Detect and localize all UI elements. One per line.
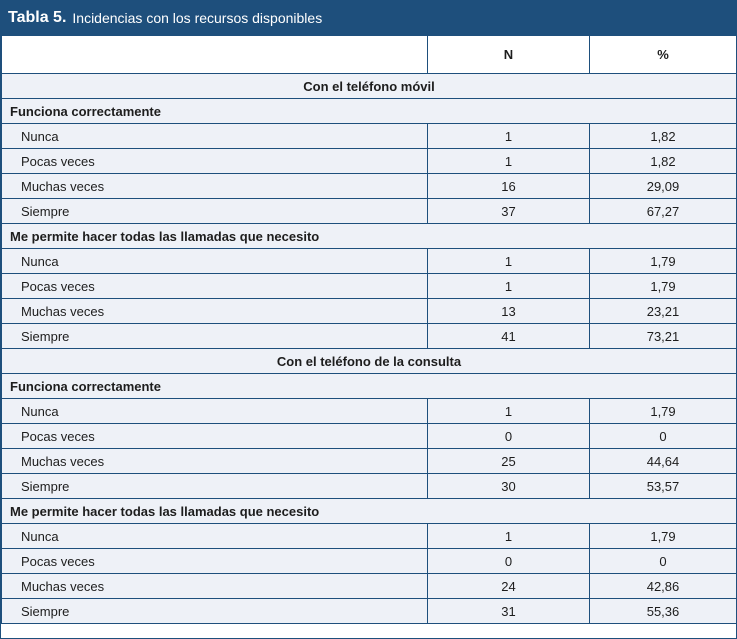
response-label: Nunca bbox=[1, 123, 428, 149]
percent-cell: 73,21 bbox=[589, 323, 737, 349]
response-label: Nunca bbox=[1, 248, 428, 274]
question-row: Me permite hacer todas las llamadas que … bbox=[1, 223, 737, 249]
percent-cell: 23,21 bbox=[589, 298, 737, 324]
response-label: Siempre bbox=[1, 323, 428, 349]
count-cell: 1 bbox=[427, 148, 590, 174]
table-row: Nunca 1 1,79 bbox=[1, 398, 737, 424]
count-cell: 1 bbox=[427, 523, 590, 549]
question-label: Funciona correctamente bbox=[1, 373, 737, 399]
percent-cell: 1,82 bbox=[589, 123, 737, 149]
column-header-n: N bbox=[427, 35, 590, 74]
count-cell: 1 bbox=[427, 398, 590, 424]
percent-cell: 42,86 bbox=[589, 573, 737, 599]
table-caption: Incidencias con los recursos disponibles bbox=[72, 10, 323, 26]
table-row: Pocas veces 1 1,82 bbox=[1, 148, 737, 174]
count-cell: 16 bbox=[427, 173, 590, 199]
percent-cell: 44,64 bbox=[589, 448, 737, 474]
section-row: Con el teléfono de la consulta bbox=[1, 348, 737, 374]
count-cell: 0 bbox=[427, 548, 590, 574]
table-row: Siempre 41 73,21 bbox=[1, 323, 737, 349]
count-cell: 1 bbox=[427, 273, 590, 299]
section-row: Con el teléfono móvil bbox=[1, 73, 737, 99]
count-cell: 1 bbox=[427, 248, 590, 274]
section-heading: Con el teléfono de la consulta bbox=[1, 348, 737, 374]
table-row: Muchas veces 24 42,86 bbox=[1, 573, 737, 599]
table-row: Nunca 1 1,79 bbox=[1, 523, 737, 549]
percent-cell: 1,79 bbox=[589, 523, 737, 549]
count-cell: 1 bbox=[427, 123, 590, 149]
count-cell: 0 bbox=[427, 423, 590, 449]
table-row: Nunca 1 1,79 bbox=[1, 248, 737, 274]
results-table: N % Con el teléfono móvil Funciona correc… bbox=[1, 35, 737, 624]
response-label: Pocas veces bbox=[1, 148, 428, 174]
table-row: Pocas veces 0 0 bbox=[1, 423, 737, 449]
count-cell: 13 bbox=[427, 298, 590, 324]
response-label: Siempre bbox=[1, 473, 428, 499]
percent-cell: 0 bbox=[589, 423, 737, 449]
percent-cell: 1,79 bbox=[589, 248, 737, 274]
table-number: Tabla 5. bbox=[8, 9, 67, 26]
table-row: Pocas veces 1 1,79 bbox=[1, 273, 737, 299]
count-cell: 30 bbox=[427, 473, 590, 499]
percent-cell: 1,79 bbox=[589, 273, 737, 299]
table-row: Nunca 1 1,82 bbox=[1, 123, 737, 149]
column-header-pct: % bbox=[589, 35, 737, 74]
table-row: Siempre 37 67,27 bbox=[1, 198, 737, 224]
table-row: Siempre 30 53,57 bbox=[1, 473, 737, 499]
percent-cell: 67,27 bbox=[589, 198, 737, 224]
question-label: Funciona correctamente bbox=[1, 98, 737, 124]
table-row: Pocas veces 0 0 bbox=[1, 548, 737, 574]
table-row: Muchas veces 25 44,64 bbox=[1, 448, 737, 474]
count-cell: 31 bbox=[427, 598, 590, 624]
response-label: Pocas veces bbox=[1, 423, 428, 449]
table-row: Muchas veces 13 23,21 bbox=[1, 298, 737, 324]
header-row: N % bbox=[1, 35, 737, 74]
question-row: Funciona correctamente bbox=[1, 98, 737, 124]
response-label: Siempre bbox=[1, 198, 428, 224]
count-cell: 24 bbox=[427, 573, 590, 599]
response-label: Pocas veces bbox=[1, 273, 428, 299]
response-label: Nunca bbox=[1, 523, 428, 549]
percent-cell: 53,57 bbox=[589, 473, 737, 499]
question-row: Funciona correctamente bbox=[1, 373, 737, 399]
percent-cell: 55,36 bbox=[589, 598, 737, 624]
table-row: Muchas veces 16 29,09 bbox=[1, 173, 737, 199]
count-cell: 41 bbox=[427, 323, 590, 349]
section-heading: Con el teléfono móvil bbox=[1, 73, 737, 99]
response-label: Muchas veces bbox=[1, 573, 428, 599]
count-cell: 25 bbox=[427, 448, 590, 474]
percent-cell: 0 bbox=[589, 548, 737, 574]
header-empty-cell bbox=[1, 35, 428, 74]
response-label: Muchas veces bbox=[1, 448, 428, 474]
response-label: Muchas veces bbox=[1, 298, 428, 324]
response-label: Nunca bbox=[1, 398, 428, 424]
question-row: Me permite hacer todas las llamadas que … bbox=[1, 498, 737, 524]
percent-cell: 1,82 bbox=[589, 148, 737, 174]
table-row: Siempre 31 55,36 bbox=[1, 598, 737, 624]
table-title-bar: Tabla 5. Incidencias con los recursos di… bbox=[1, 1, 736, 35]
count-cell: 37 bbox=[427, 198, 590, 224]
response-label: Muchas veces bbox=[1, 173, 428, 199]
percent-cell: 29,09 bbox=[589, 173, 737, 199]
response-label: Pocas veces bbox=[1, 548, 428, 574]
question-label: Me permite hacer todas las llamadas que … bbox=[1, 223, 737, 249]
question-label: Me permite hacer todas las llamadas que … bbox=[1, 498, 737, 524]
response-label: Siempre bbox=[1, 598, 428, 624]
percent-cell: 1,79 bbox=[589, 398, 737, 424]
